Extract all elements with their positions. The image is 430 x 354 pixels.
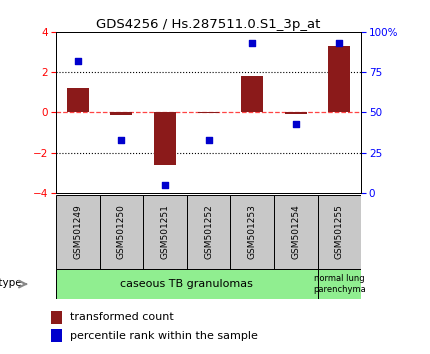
Bar xyxy=(274,195,318,269)
Text: normal lung
parenchyma: normal lung parenchyma xyxy=(313,274,366,294)
Text: GSM501251: GSM501251 xyxy=(160,204,169,259)
Point xyxy=(336,40,343,46)
Point xyxy=(118,137,125,143)
Point xyxy=(249,40,255,46)
Bar xyxy=(67,88,89,113)
Bar xyxy=(241,76,263,113)
Text: percentile rank within the sample: percentile rank within the sample xyxy=(70,331,258,341)
Bar xyxy=(154,113,176,165)
Text: GSM501250: GSM501250 xyxy=(117,204,126,259)
Bar xyxy=(285,113,307,114)
Bar xyxy=(56,195,99,269)
Bar xyxy=(56,269,318,299)
Bar xyxy=(187,195,230,269)
Bar xyxy=(99,195,143,269)
Bar xyxy=(318,269,361,299)
Text: caseous TB granulomas: caseous TB granulomas xyxy=(120,279,253,289)
Text: GSM501252: GSM501252 xyxy=(204,205,213,259)
Text: GSM501254: GSM501254 xyxy=(291,205,300,259)
Bar xyxy=(51,311,62,324)
Bar xyxy=(111,113,132,115)
Title: GDS4256 / Hs.287511.0.S1_3p_at: GDS4256 / Hs.287511.0.S1_3p_at xyxy=(96,18,321,31)
Text: transformed count: transformed count xyxy=(70,312,174,322)
Bar xyxy=(143,195,187,269)
Text: GSM501253: GSM501253 xyxy=(248,204,257,259)
Point xyxy=(292,121,299,126)
Text: cell type: cell type xyxy=(0,278,21,287)
Point xyxy=(205,137,212,143)
Bar xyxy=(329,46,350,113)
Text: GSM501249: GSM501249 xyxy=(73,205,82,259)
Bar xyxy=(51,329,62,342)
Point xyxy=(74,58,81,64)
Text: GSM501255: GSM501255 xyxy=(335,204,344,259)
Bar xyxy=(318,195,361,269)
Bar xyxy=(230,195,274,269)
Point xyxy=(162,182,169,188)
